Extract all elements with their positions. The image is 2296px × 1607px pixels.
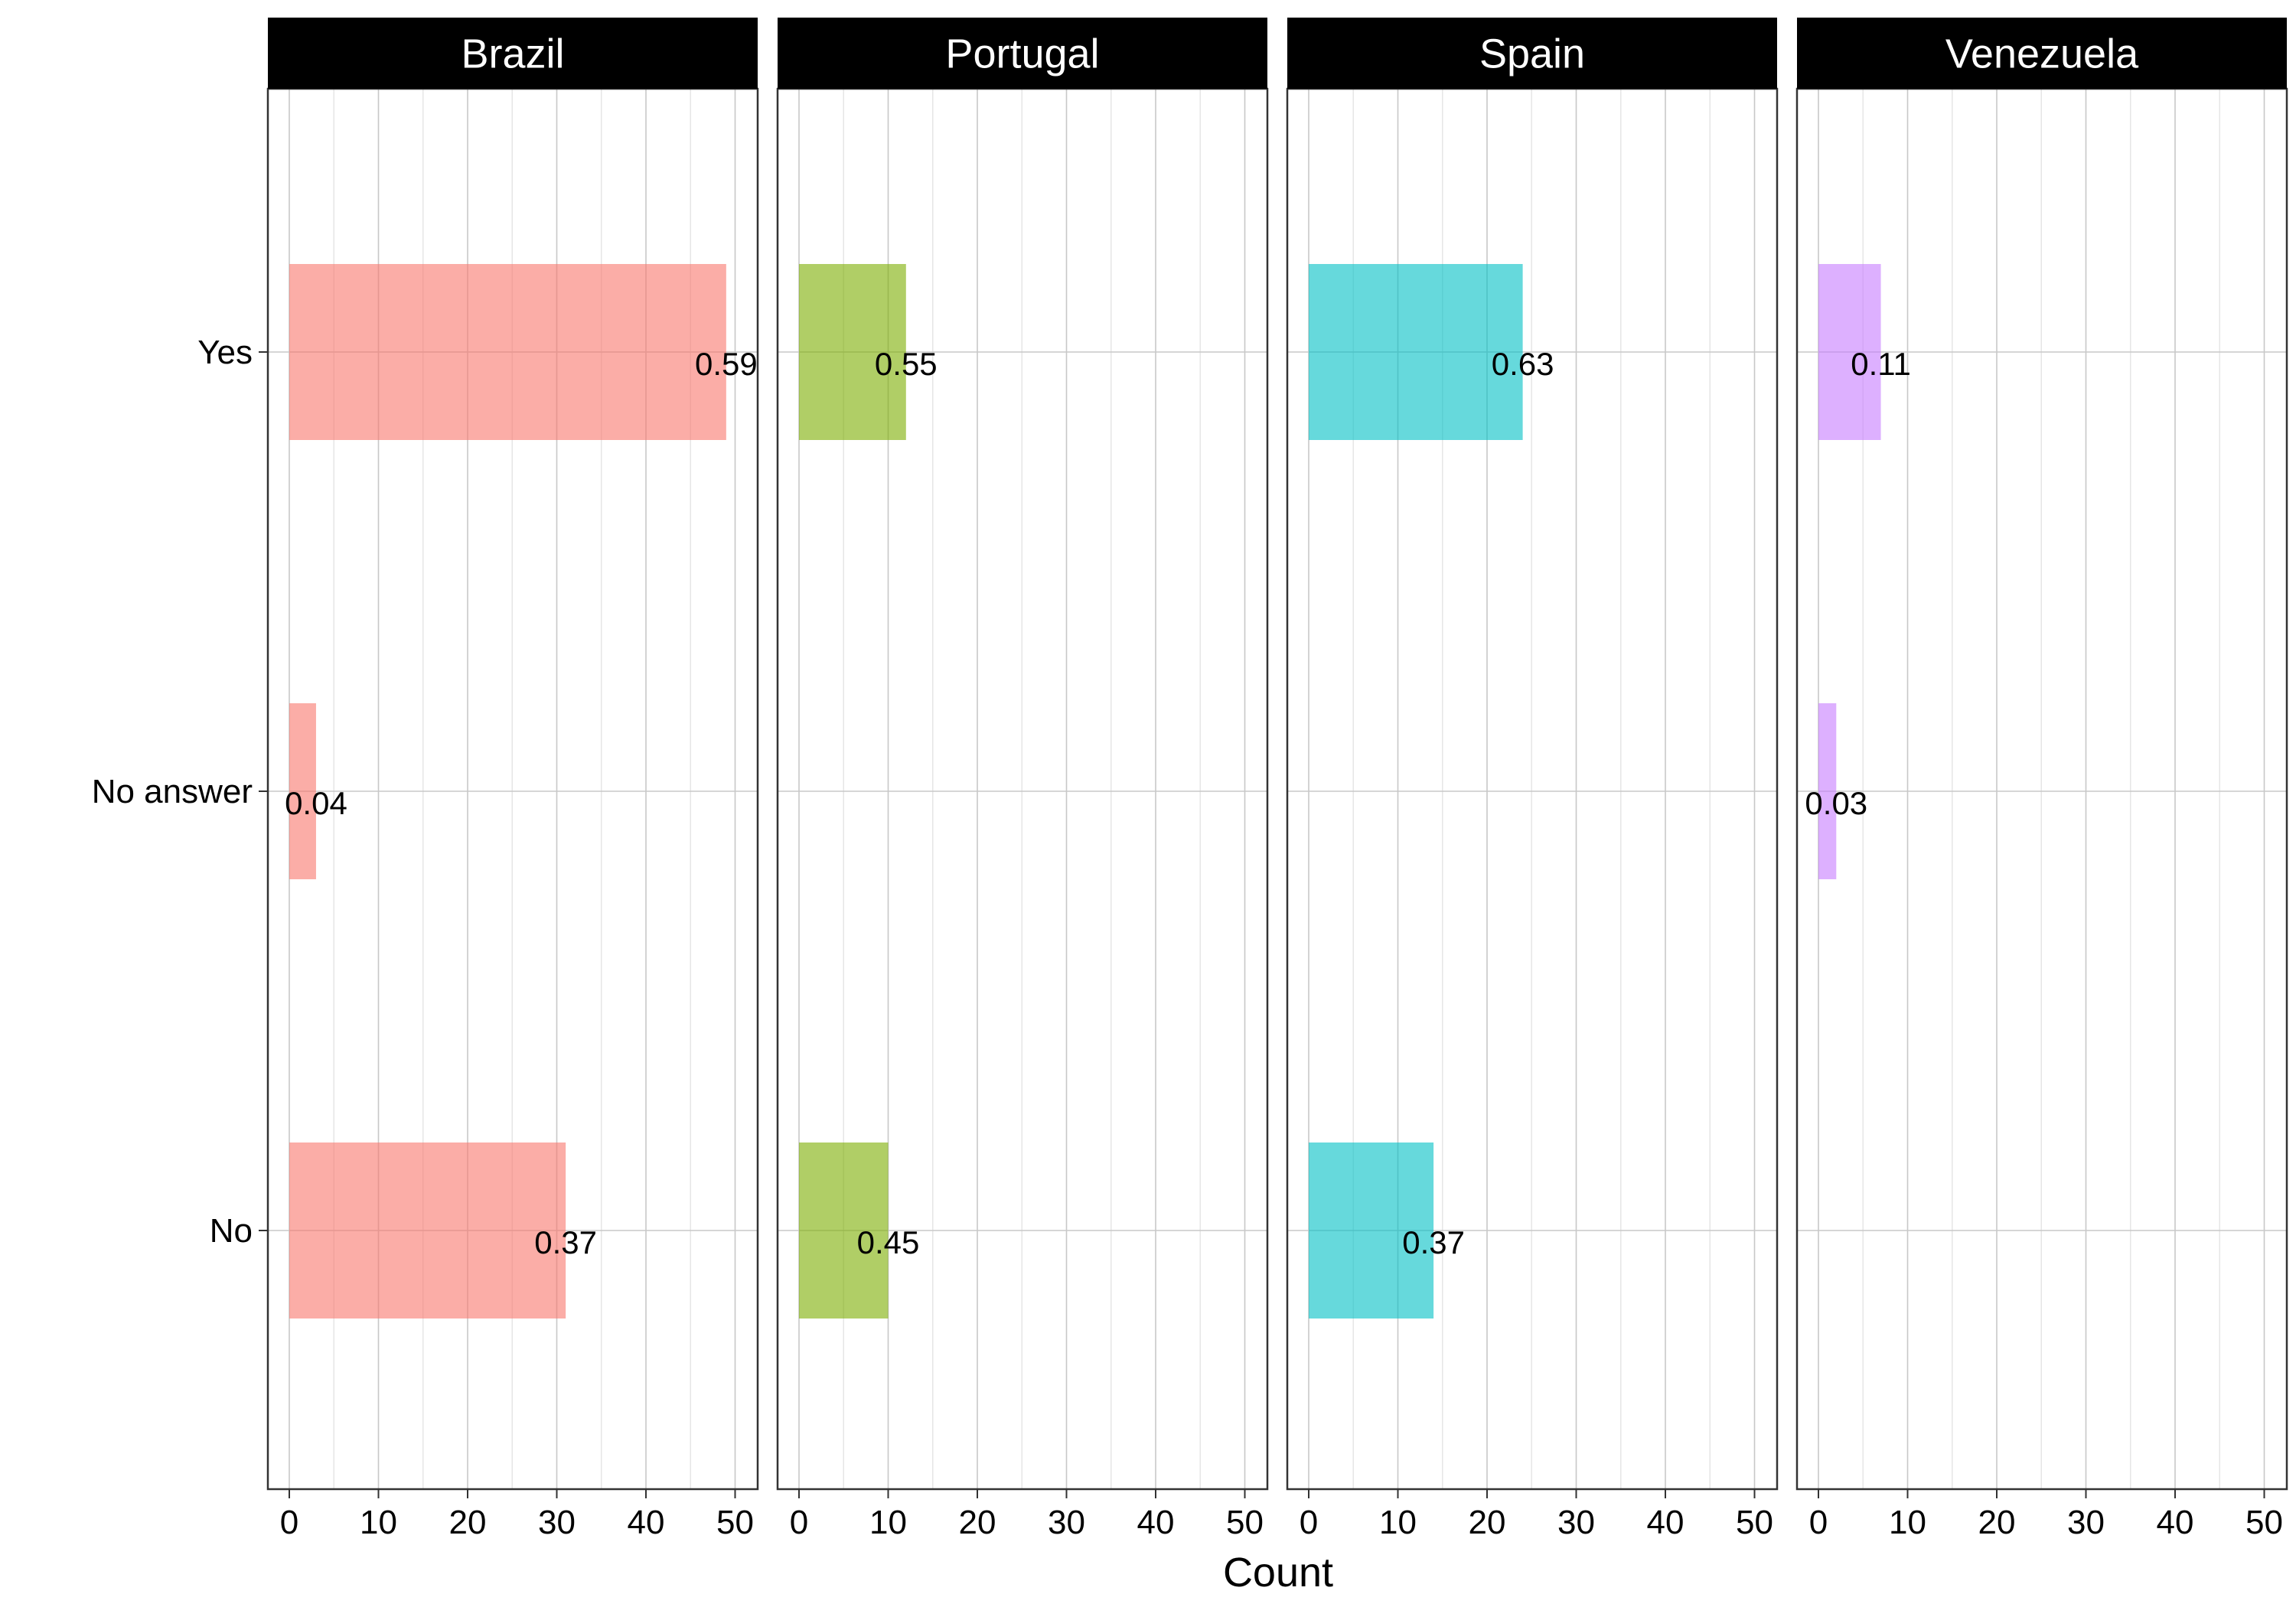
bar-spain-yes [1309,264,1523,440]
x-tick-label: 50 [1226,1504,1264,1541]
y-axis-labels: Yes No answer No [92,334,268,1250]
y-tick-label: No answer [92,773,253,810]
x-tick-label: 0 [1809,1504,1828,1541]
y-tick-label: No [210,1212,253,1250]
bar-brazil-no-answer [289,703,316,879]
data-label: 0.11 [1851,346,1911,382]
x-tick-label: 40 [2157,1504,2194,1541]
facet-strip-label: Venezuela [1945,31,2139,77]
x-tick-label: 0 [280,1504,298,1541]
data-label: 0.55 [875,346,938,382]
x-tick-label: 40 [628,1504,665,1541]
facet-strip [778,18,1267,89]
panel-spain: 0.63 0.37 Spain 0 10 20 30 40 50 [1286,18,1779,1541]
x-tick-label: 10 [1379,1504,1417,1541]
bar-spain-no [1309,1143,1434,1319]
x-tick-label: 0 [1300,1504,1318,1541]
data-label: 0.63 [1492,346,1554,382]
facet-strip-label: Brazil [461,31,564,77]
x-tick-label: 0 [790,1504,808,1541]
panel-brazil: 0.59 0.04 0.37 Brazil 0 10 20 30 40 50 [266,18,759,1541]
x-tick-label: 30 [1048,1504,1085,1541]
panel-portugal: 0.55 0.45 Portugal 0 10 20 30 40 50 [776,18,1269,1541]
x-tick-label: 20 [1978,1504,2016,1541]
bar-portugal-no [799,1143,889,1319]
panel-venezuela: 0.11 0.03 Venezuela 0 10 20 30 40 50 [1795,18,2288,1541]
x-tick-label: 50 [2245,1504,2283,1541]
bar-venezuela-yes [1818,264,1881,440]
bar-portugal-yes [799,264,906,440]
x-tick-label: 50 [716,1504,754,1541]
panels-layer: 0.59 0.04 0.37 Brazil 0 10 20 30 40 50 0.55 0.45 Por… [266,18,2288,1541]
data-label: 0.04 [285,785,347,821]
x-tick-label: 10 [1889,1504,1926,1541]
x-tick-label: 30 [2067,1504,2105,1541]
x-tick-label: 20 [959,1504,996,1541]
y-tick-label: Yes [197,334,253,371]
x-tick-label: 40 [1137,1504,1175,1541]
data-label: 0.59 [695,346,758,382]
facet-strip [1797,18,2287,89]
facet-strip-label: Spain [1479,31,1585,77]
x-tick-label: 20 [449,1504,487,1541]
bar-brazil-yes [289,264,726,440]
x-tick-label: 40 [1647,1504,1684,1541]
data-label: 0.37 [534,1224,597,1260]
x-tick-label: 30 [1557,1504,1595,1541]
data-label: 0.37 [1402,1224,1465,1260]
bar-venezuela-no-answer [1818,703,1837,879]
x-axis-title: Count [1223,1550,1333,1596]
facet-strip [1287,18,1777,89]
x-tick-label: 20 [1469,1504,1506,1541]
data-label: 0.03 [1805,785,1867,821]
bar-brazil-no [289,1143,566,1319]
x-tick-label: 50 [1736,1504,1773,1541]
x-tick-label: 10 [360,1504,397,1541]
facet-strip-label: Portugal [945,31,1099,77]
facet-strip [268,18,758,89]
x-tick-label: 30 [538,1504,576,1541]
x-tick-label: 10 [869,1504,907,1541]
data-label: 0.45 [857,1224,920,1260]
